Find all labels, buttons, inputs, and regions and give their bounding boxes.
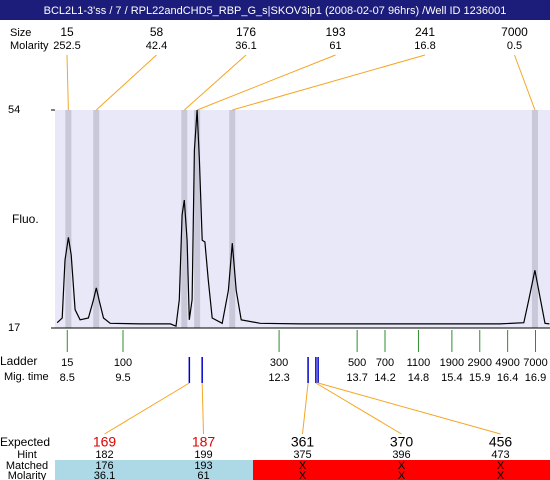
peak-connector xyxy=(66,54,69,111)
matched-molarity: 61 xyxy=(197,470,209,480)
ladder-time: 8.5 xyxy=(60,372,75,384)
y-tick-label: 54 xyxy=(8,104,20,116)
ladder-time: 15.9 xyxy=(469,372,490,384)
peak-size: 58 xyxy=(150,25,164,39)
plot-area xyxy=(55,110,550,328)
ladder-size: 300 xyxy=(270,357,288,369)
expected-size: 187 xyxy=(192,434,216,450)
peak-band xyxy=(531,110,538,328)
molarity-label: Molarity xyxy=(10,40,49,52)
ladder-time: 13.7 xyxy=(346,372,367,384)
peak-molarity: 252.5 xyxy=(53,40,81,52)
expected-size: 370 xyxy=(390,434,414,450)
ladder-size: 4900 xyxy=(495,357,519,369)
title-bar xyxy=(0,0,550,20)
ladder-time: 14.8 xyxy=(408,372,429,384)
expected-label: Expected xyxy=(0,435,50,449)
peak-size: 241 xyxy=(415,25,435,39)
ladder-size: 700 xyxy=(376,357,394,369)
matched-size: X xyxy=(398,460,406,472)
hint-size: 375 xyxy=(293,449,311,461)
hint-size: 473 xyxy=(491,449,509,461)
ladder-time: 14.2 xyxy=(374,372,395,384)
matched-molarity: X xyxy=(398,470,406,480)
title: BCL2L1-3'ss / 7 / RPL22andCHD5_RBP_G_s|S… xyxy=(44,5,507,17)
expected-connector xyxy=(315,382,402,435)
ladder-size: 1100 xyxy=(407,357,431,369)
expected-connector xyxy=(302,382,309,435)
ladder-size: 500 xyxy=(348,357,366,369)
peak-band xyxy=(181,110,188,328)
peak-connector xyxy=(183,54,247,111)
expected-size: 456 xyxy=(489,434,513,450)
peak-molarity: 36.1 xyxy=(235,40,256,52)
hint-label: Hint xyxy=(17,449,37,461)
hint-size: 396 xyxy=(392,449,410,461)
y-label: Fluo. xyxy=(12,212,39,226)
peak-molarity: 61 xyxy=(329,40,341,52)
peak-band xyxy=(229,110,236,328)
peak-band xyxy=(194,110,201,328)
y-tick-label: 17 xyxy=(8,322,20,334)
ladder-label: Ladder xyxy=(0,354,37,368)
peak-connector xyxy=(95,54,157,111)
ladder-size: 2900 xyxy=(468,357,492,369)
peak-size: 7000 xyxy=(501,25,528,39)
ladder-size: 7000 xyxy=(523,357,547,369)
expected-connector xyxy=(104,382,190,435)
trace xyxy=(56,109,550,328)
match-cell xyxy=(451,460,550,480)
peak-size: 15 xyxy=(60,25,74,39)
expected-size: 361 xyxy=(291,434,315,450)
ladder-size: 100 xyxy=(114,357,132,369)
size-label: Size xyxy=(10,27,31,39)
peak-band xyxy=(65,110,72,328)
peak-band xyxy=(93,110,100,328)
expected-connector xyxy=(201,382,204,435)
match-cell xyxy=(154,460,253,480)
matched-size: X xyxy=(299,460,307,472)
matched-label: Matched xyxy=(6,460,48,472)
matched-molarity: X xyxy=(497,470,505,480)
ladder-time: 9.5 xyxy=(115,372,130,384)
ladder-size: 1900 xyxy=(440,357,464,369)
peak-connector xyxy=(196,54,336,111)
match-cell xyxy=(253,460,352,480)
matched-size: X xyxy=(497,460,505,472)
match-cell xyxy=(352,460,451,480)
peak-molarity: 0.5 xyxy=(507,40,522,52)
hint-size: 199 xyxy=(194,449,212,461)
hint-size: 182 xyxy=(95,449,113,461)
expected-size: 169 xyxy=(93,434,117,450)
ladder-time: 16.4 xyxy=(497,372,518,384)
matched-molarity: X xyxy=(299,470,307,480)
ladder-size: 15 xyxy=(61,357,73,369)
peak-connector xyxy=(514,54,536,111)
matched-size: 176 xyxy=(95,460,113,472)
peak-size: 193 xyxy=(325,25,345,39)
molarity-row-label: Molarity xyxy=(8,470,47,480)
matched-size: 193 xyxy=(194,460,212,472)
peak-size: 176 xyxy=(236,25,256,39)
time-label: Mig. time xyxy=(4,371,49,383)
peak-molarity: 42.4 xyxy=(146,40,167,52)
expected-connector xyxy=(317,382,501,435)
match-cell xyxy=(55,460,154,480)
ladder-time: 15.4 xyxy=(441,372,462,384)
peak-molarity: 16.8 xyxy=(414,40,435,52)
matched-molarity: 36.1 xyxy=(94,470,115,480)
peak-connector xyxy=(232,54,426,111)
ladder-time: 16.9 xyxy=(525,372,546,384)
ladder-time: 12.3 xyxy=(268,372,289,384)
